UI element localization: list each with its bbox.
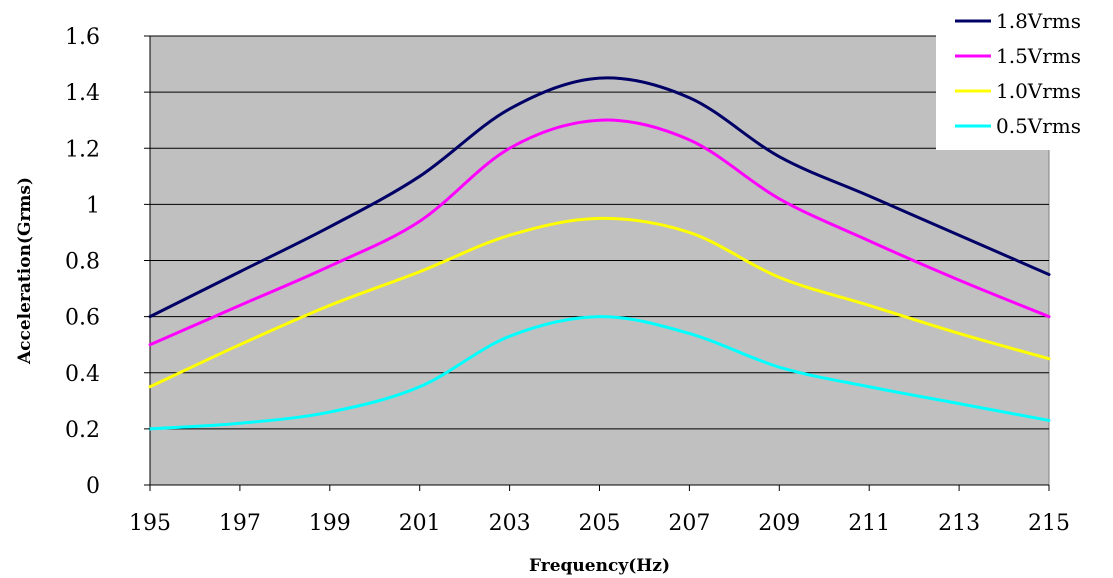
x-tick-label: 201	[399, 511, 441, 536]
y-axis-title: Acceleration(Grms)	[15, 177, 35, 365]
x-tick-label: 211	[848, 511, 890, 536]
x-tick-label: 199	[309, 511, 351, 536]
series-line-1-8vrms	[148, 76, 1051, 319]
x-tick-label: 209	[758, 511, 800, 536]
y-tick-label: 1.4	[65, 81, 100, 106]
y-tick-label: 0.4	[65, 362, 100, 387]
x-tick-label: 203	[489, 511, 531, 536]
x-tick-label: 197	[219, 511, 261, 536]
legend: 1.8Vrms 1.5Vrms 1.0Vrms 0.5Vrms	[936, 0, 1113, 150]
x-tick-label: 205	[579, 511, 621, 536]
x-tick-label: 215	[1028, 511, 1070, 536]
y-tick-label: 0	[86, 474, 100, 499]
legend-label: 1.8Vrms	[996, 9, 1081, 33]
series-line-1-0vrms	[148, 216, 1051, 389]
y-tick-label: 0.8	[65, 250, 100, 275]
y-tick-label: 1.2	[65, 137, 100, 162]
y-tick-label: 0.6	[65, 306, 100, 331]
y-tick-label: 0.2	[65, 418, 100, 443]
y-tick-label: 1	[86, 193, 100, 218]
y-tick-label: 1.6	[65, 25, 100, 50]
series-line-1-5vrms	[148, 118, 1051, 347]
x-tick-label: 207	[668, 511, 710, 536]
x-tick-label: 195	[129, 511, 171, 536]
y-axis-ticks: 0 0.2 0.4 0.6 0.8 1 1.2 1.4 1.6	[65, 25, 150, 499]
legend-label: 1.5Vrms	[996, 44, 1081, 68]
legend-label: 0.5Vrms	[996, 114, 1081, 138]
x-axis-ticks: 195 197 199 201 203 205 207 209 211 213 215	[129, 485, 1070, 536]
x-axis-title: Frequency(Hz)	[529, 556, 670, 576]
legend-label: 1.0Vrms	[996, 79, 1081, 103]
x-tick-label: 213	[938, 511, 980, 536]
series-lines	[148, 76, 1051, 431]
series-line-0-5vrms	[148, 315, 1051, 431]
